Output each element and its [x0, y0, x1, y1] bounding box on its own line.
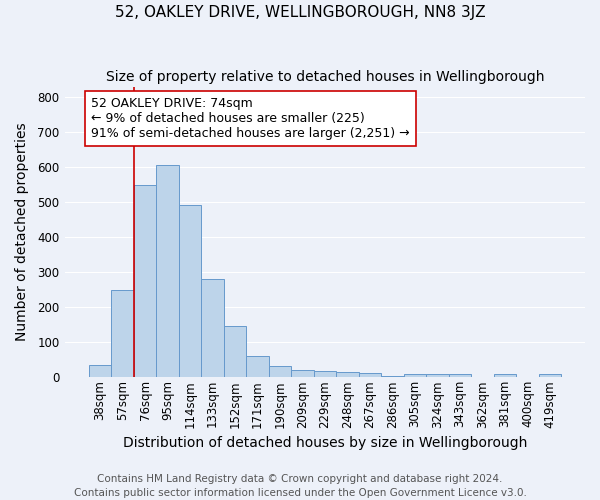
Bar — [269, 366, 292, 378]
Text: 52 OAKLEY DRIVE: 74sqm
← 9% of detached houses are smaller (225)
91% of semi-det: 52 OAKLEY DRIVE: 74sqm ← 9% of detached … — [91, 97, 410, 140]
Bar — [314, 371, 337, 378]
Bar — [247, 356, 269, 378]
Bar — [224, 326, 247, 378]
Bar — [201, 279, 224, 378]
Bar — [427, 374, 449, 378]
X-axis label: Distribution of detached houses by size in Wellingborough: Distribution of detached houses by size … — [123, 436, 527, 450]
Y-axis label: Number of detached properties: Number of detached properties — [15, 122, 29, 341]
Bar — [337, 372, 359, 378]
Bar — [179, 204, 201, 378]
Bar — [156, 164, 179, 378]
Bar — [449, 374, 472, 378]
Bar — [111, 290, 134, 378]
Bar — [89, 365, 111, 378]
Bar — [359, 374, 382, 378]
Text: Contains HM Land Registry data © Crown copyright and database right 2024.
Contai: Contains HM Land Registry data © Crown c… — [74, 474, 526, 498]
Text: 52, OAKLEY DRIVE, WELLINGBOROUGH, NN8 3JZ: 52, OAKLEY DRIVE, WELLINGBOROUGH, NN8 3J… — [115, 5, 485, 20]
Title: Size of property relative to detached houses in Wellingborough: Size of property relative to detached ho… — [106, 70, 544, 84]
Bar — [539, 374, 562, 378]
Bar — [292, 370, 314, 378]
Bar — [382, 376, 404, 378]
Bar — [494, 374, 517, 378]
Bar — [404, 374, 427, 378]
Bar — [134, 184, 156, 378]
